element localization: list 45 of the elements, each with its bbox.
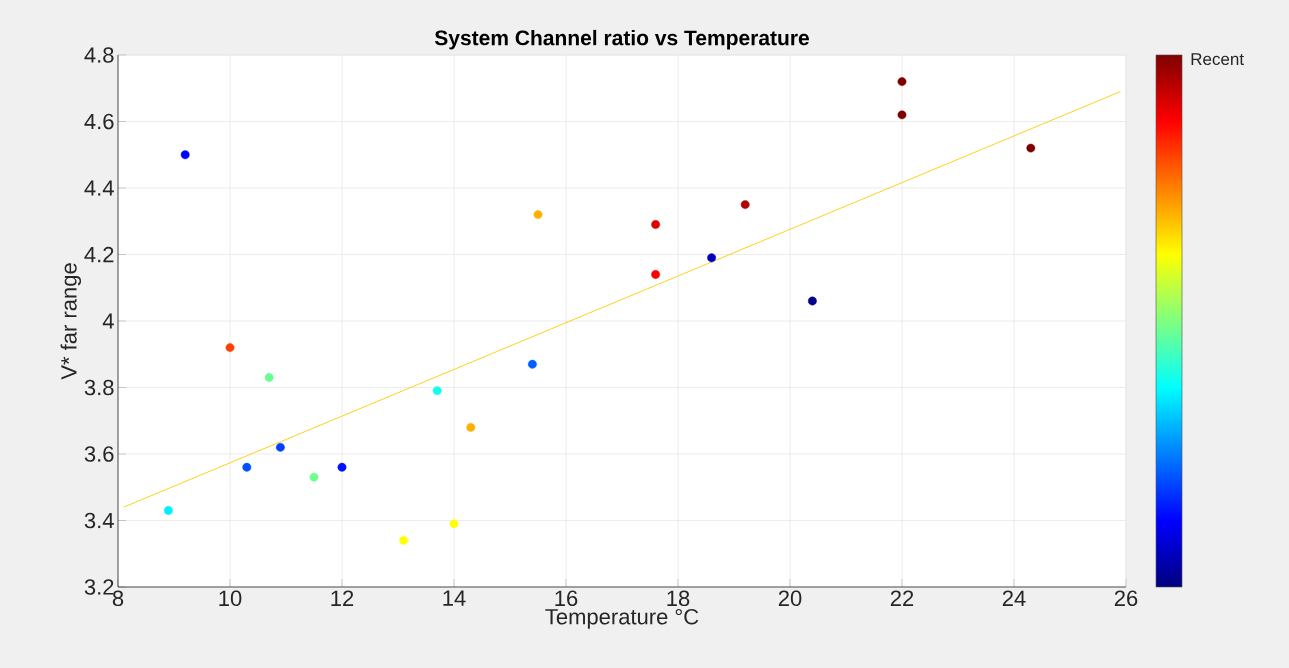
point: [225, 343, 235, 352]
point: [707, 253, 716, 263]
x-tick-label: 26: [1114, 590, 1138, 607]
x-tick-label: 10: [219, 590, 242, 607]
x-tick-label: 14: [443, 590, 466, 606]
point: [399, 536, 408, 545]
point: [897, 110, 907, 120]
x-tick-label: 24: [1002, 590, 1026, 606]
y-tick-label: 3.6: [84, 446, 114, 462]
y-tick-label: 4: [102, 313, 114, 329]
point: [180, 150, 190, 160]
x-tick-label: 12: [331, 590, 354, 606]
point: [528, 359, 537, 369]
y-tick-label: 4.6: [84, 113, 114, 130]
x-tick-label: 8: [112, 590, 124, 607]
point: [432, 386, 442, 396]
point: [651, 270, 660, 279]
point: [808, 296, 817, 306]
x-tick-label: 22: [890, 590, 914, 606]
point: [1026, 143, 1036, 153]
y-tick-label: 3.2: [84, 579, 114, 595]
point: [164, 506, 173, 515]
chart-title: System Channel ratio vs Temperature: [434, 29, 809, 50]
x-axis-title: Temperature °C: [545, 608, 699, 629]
point: [242, 462, 252, 472]
y-tick-label: 4.2: [84, 246, 114, 263]
y-axis-title: V* far range: [60, 263, 82, 380]
point: [449, 519, 459, 529]
x-tick-label: 16: [555, 590, 578, 607]
color-bar-title: Recent: [1191, 53, 1244, 66]
point: [309, 472, 319, 482]
point: [466, 423, 476, 432]
point: [533, 210, 543, 219]
y-tick-label: 4.4: [84, 180, 114, 196]
x-tick-label: 20: [778, 590, 802, 607]
y-tick-label: 4.8: [84, 47, 114, 63]
y-tick-label: 3.4: [84, 512, 114, 529]
point: [897, 77, 907, 86]
x-tick-label: 18: [667, 590, 690, 607]
y-tick-label: 3.8: [84, 379, 114, 396]
point: [651, 220, 660, 229]
point: [264, 373, 274, 382]
point: [337, 462, 347, 472]
point: [276, 442, 285, 452]
point: [740, 200, 750, 210]
